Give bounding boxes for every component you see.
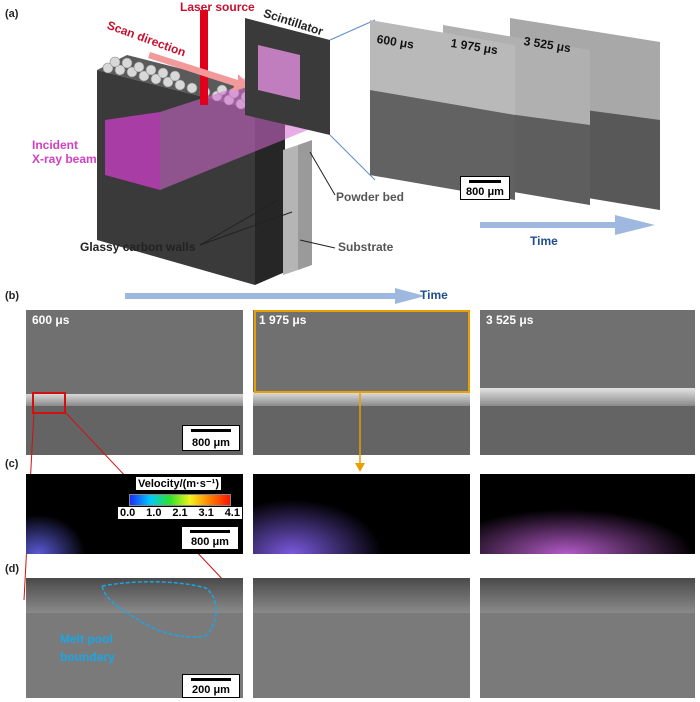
time-arrow-b: [125, 288, 425, 304]
powder-bed-label: Powder bed: [336, 190, 405, 204]
panel-label-d: (d): [5, 563, 20, 575]
highlight-box: [254, 310, 470, 393]
laser-source-label: Laser source: [180, 0, 255, 14]
panel-label-b: (b): [5, 290, 20, 302]
velocity-map-t1: Velocity/(m·s⁻¹) 0.0 1.0 2.1 3.1 4.1 800…: [26, 474, 243, 554]
velocity-title: Velocity/(m·s⁻¹): [136, 477, 221, 490]
radiograph-t2: 1 975 μs: [253, 310, 470, 455]
radiograph-frames: [370, 18, 660, 210]
melt-pool-boundary: [101, 580, 217, 638]
xray-beam: [105, 112, 160, 190]
frame-label-b-t3: 3 525 μs: [486, 313, 534, 327]
scale-bar-c: 800 μm: [181, 526, 239, 550]
incident-beam-label: Incident X-ray beam: [32, 138, 97, 166]
panel-label-c: (c): [5, 458, 19, 470]
radiograph-t1: 600 μs 800 μm: [26, 310, 243, 455]
velocity-tick-4: 4.1: [224, 507, 240, 519]
time-label-b: Time: [420, 288, 448, 302]
scale-bar-d-text: 200 μm: [192, 684, 230, 696]
frame-label-b-t1: 600 μs: [32, 313, 70, 327]
velocity-colorbar: [129, 494, 231, 506]
scale-bar-a: 800 μm: [460, 176, 510, 200]
velocity-tick-2: 2.1: [172, 507, 188, 519]
glassy-carbon-walls-label: Glassy carbon walls: [80, 240, 196, 254]
time-arrow-a: [480, 215, 655, 235]
frame-label-b-t2: 1 975 μs: [259, 313, 307, 327]
radiograph-t3: 3 525 μs: [480, 310, 695, 455]
scan-arrow: [148, 52, 250, 92]
zoom-image-t1: Melt pool boundary 200 μm: [26, 578, 243, 698]
scale-bar-b-text: 800 μm: [192, 437, 230, 449]
zoom-image-t3: [480, 578, 695, 698]
zoom-region-box: [32, 392, 66, 414]
laser-beam: [200, 10, 208, 105]
velocity-map-t2: [253, 474, 470, 554]
scale-bar-d: 200 μm: [182, 674, 240, 698]
incident-beam-label-line1: Incident: [32, 138, 79, 152]
incident-beam-label-line2: X-ray beam: [32, 152, 97, 166]
scale-bar-b: 800 μm: [182, 425, 240, 451]
zoom-image-t2: [253, 578, 470, 698]
scale-bar-a-text: 800 μm: [466, 186, 504, 198]
melt-pool-label-line1: Melt pool: [60, 632, 113, 646]
velocity-tick-1: 1.0: [146, 507, 162, 519]
velocity-map-t3: [480, 474, 695, 554]
velocity-tick-0: 0.0: [120, 507, 136, 519]
substrate: [283, 145, 298, 275]
melt-pool-label-line2: boundary: [60, 650, 115, 664]
scale-bar-c-text: 800 μm: [191, 536, 229, 548]
melt-pool-label: Melt pool boundary: [60, 630, 115, 666]
panel-label-a: (a): [5, 8, 19, 20]
velocity-ticks: 0.0 1.0 2.1 3.1 4.1: [118, 507, 242, 519]
substrate-label: Substrate: [338, 240, 394, 254]
velocity-tick-3: 3.1: [198, 507, 214, 519]
time-label-a: Time: [530, 234, 558, 248]
schematic-drawing: [97, 10, 660, 285]
